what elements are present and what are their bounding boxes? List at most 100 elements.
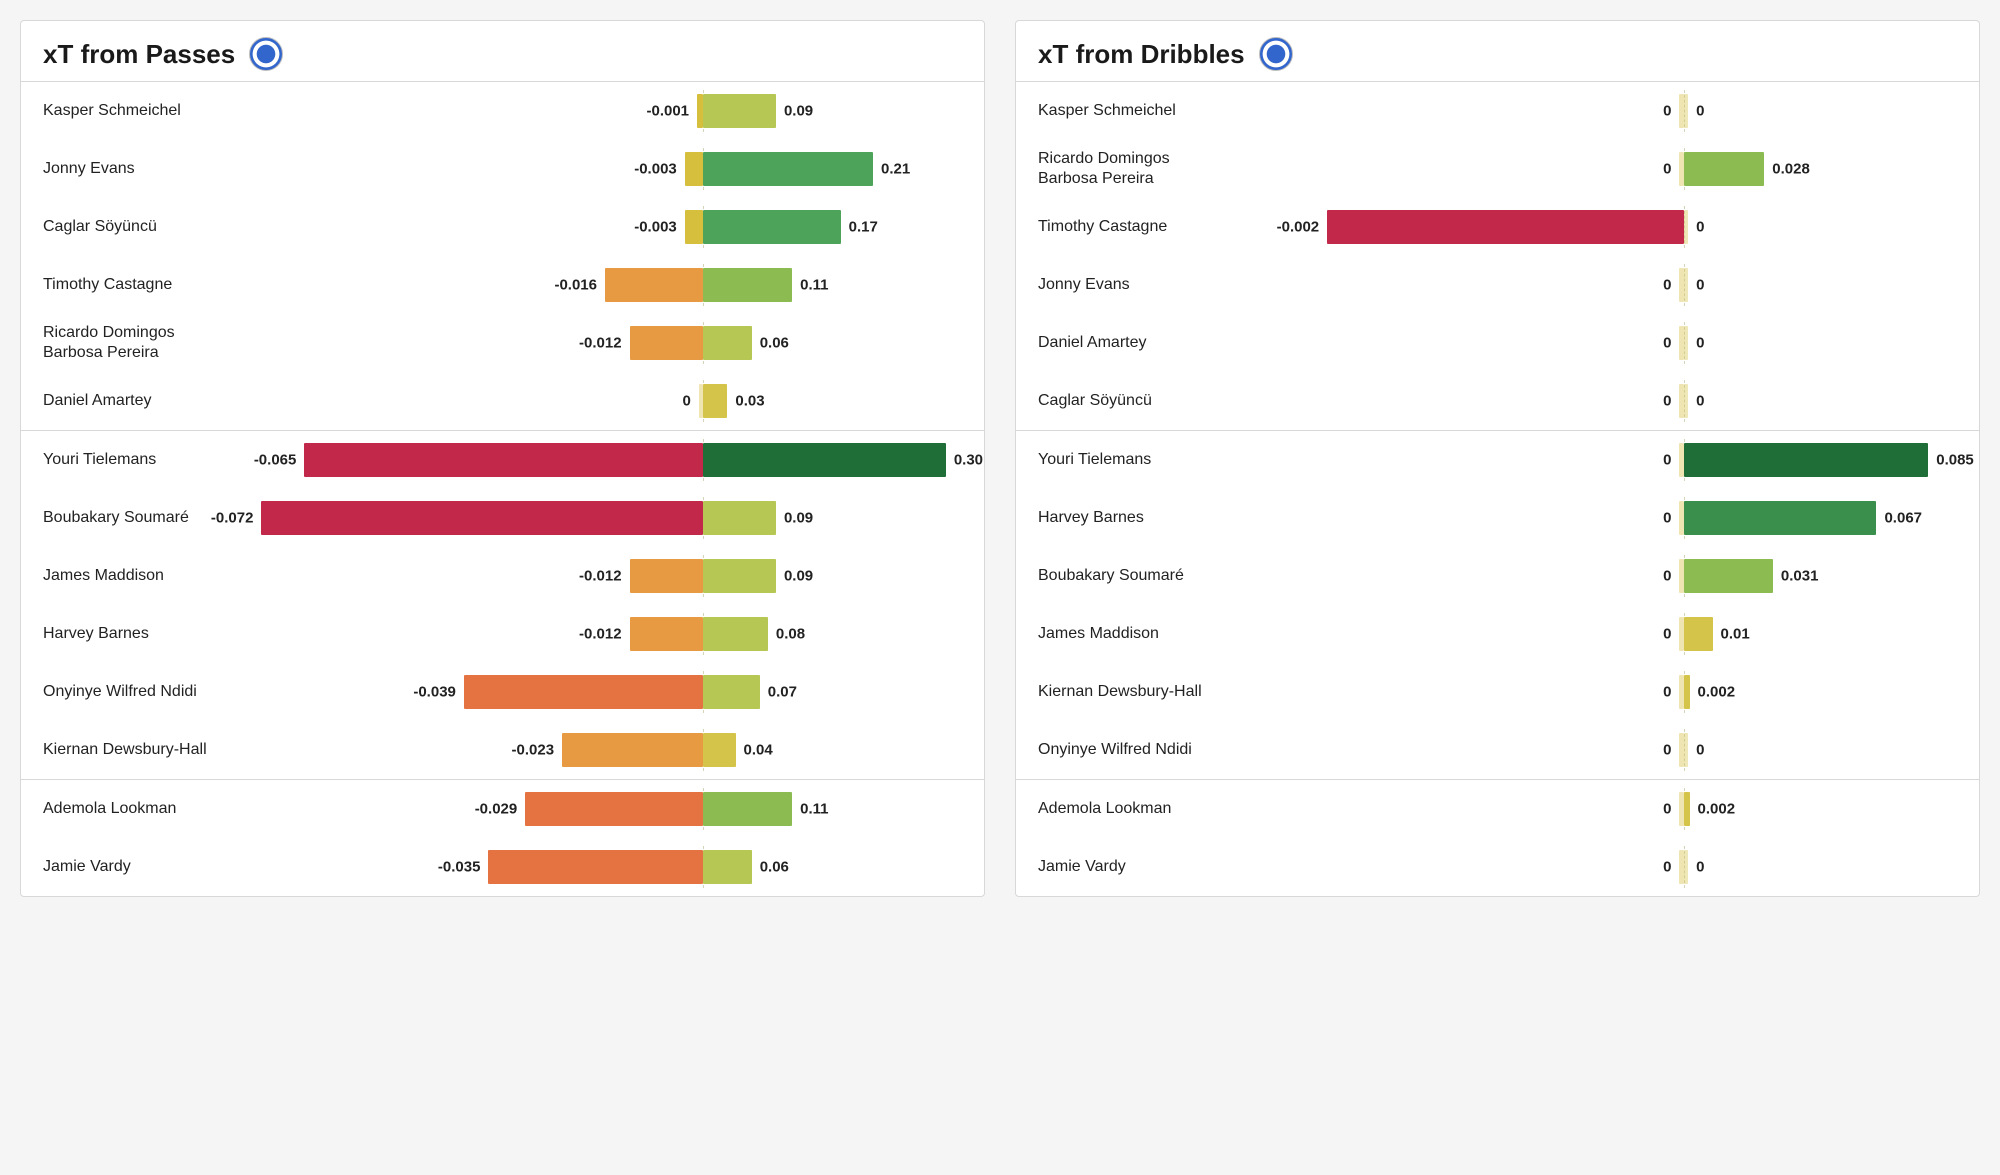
negative-bar [605,268,703,302]
negative-value-label: -0.012 [579,568,622,585]
bar-track: 0 0.002 [1238,788,1957,830]
bar-track: -0.0230.04 [243,729,962,771]
positive-value-label: 0 [1696,103,1704,120]
positive-bar [1684,326,1688,360]
player-name: Jonny Evans [1038,275,1238,295]
player-row: Jonny Evans00 [1016,256,1979,314]
positive-value-label: 0.04 [744,742,773,759]
negative-value-label: -0.016 [554,277,597,294]
bar-track: -0.012 0.06 [243,322,962,364]
positive-value-label: 0 [1696,277,1704,294]
positive-bar [703,501,776,535]
positive-value-label: 0.028 [1772,161,1810,178]
negative-bar [525,792,703,826]
player-group: Youri Tielemans-0.0650.30Boubakary Souma… [21,431,984,780]
bar-track: 00.067 [1238,497,1957,539]
negative-value-label: 0 [1663,742,1671,759]
positive-bar [1684,792,1690,826]
negative-value-label: 0 [1663,103,1671,120]
bar-track: 00 [1238,322,1957,364]
chart-panel: xT from DribblesKasper Schmeichel00Ricar… [1015,20,1980,897]
player-row: Boubakary Soumaré00.031 [1016,547,1979,605]
positive-value-label: 0 [1696,742,1704,759]
player-row: Ademola Lookman 0 0.002 [1016,780,1979,838]
positive-bar [1684,733,1688,767]
player-group: Ademola Lookman-0.0290.11Jamie Vardy-0.0… [21,780,984,896]
positive-value-label: 0.21 [881,161,910,178]
player-row: Jonny Evans-0.0030.21 [21,140,984,198]
negative-value-label: 0 [1663,393,1671,410]
player-row: Timothy Castagne-0.0020 [1016,198,1979,256]
positive-bar [1684,384,1688,418]
negative-value-label: 0 [1663,859,1671,876]
positive-bar [1684,559,1773,593]
negative-value-label: -0.001 [646,103,689,120]
positive-value-label: 0.03 [735,393,764,410]
positive-value-label: 0.09 [784,568,813,585]
bar-track: -0.0020 [1238,206,1957,248]
positive-value-label: 0.07 [768,684,797,701]
bar-track: -0.0290.11 [243,788,962,830]
positive-value-label: 0.09 [784,510,813,527]
negative-value-label: -0.029 [475,801,518,818]
bar-track: 00.028 [1238,148,1957,190]
player-row: Ricardo Domingos Barbosa Pereira00.028 [1016,140,1979,198]
positive-value-label: 0.002 [1698,801,1736,818]
positive-bar [703,210,841,244]
player-name: Onyinye Wilfred Ndidi [43,682,243,702]
panel-title: xT from Passes [43,39,235,70]
player-name: Ricardo Domingos Barbosa Pereira [43,323,243,363]
positive-bar [1684,268,1688,302]
negative-value-label: 0 [1663,568,1671,585]
player-row: Jamie Vardy-0.0350.06 [21,838,984,896]
positive-bar [1684,850,1688,884]
positive-value-label: 0 [1696,335,1704,352]
negative-value-label: -0.012 [579,335,622,352]
player-row: Boubakary Soumaré-0.0720.09 [21,489,984,547]
player-row: Harvey Barnes00.067 [1016,489,1979,547]
positive-value-label: 0.06 [760,335,789,352]
player-name: Boubakary Soumaré [1038,566,1238,586]
negative-value-label: 0 [1663,452,1671,469]
negative-bar [630,617,704,651]
positive-value-label: 0.08 [776,626,805,643]
negative-value-label: -0.072 [211,510,254,527]
player-name: Kasper Schmeichel [1038,101,1238,121]
positive-value-label: 0.11 [800,277,828,294]
negative-value-label: 0 [1663,801,1671,818]
player-name: Daniel Amartey [43,391,243,411]
positive-bar [703,559,776,593]
positive-value-label: 0.002 [1698,684,1736,701]
positive-value-label: 0.30 [954,452,983,469]
negative-bar [685,210,703,244]
positive-value-label: 0.085 [1936,452,1974,469]
panel-header: xT from Passes [21,21,984,82]
player-name: Ademola Lookman [1038,799,1238,819]
bar-track: -0.0030.21 [243,148,962,190]
negative-value-label: -0.012 [579,626,622,643]
positive-bar [703,733,735,767]
bar-track: -0.0350.06 [243,846,962,888]
chart-panel: xT from PassesKasper Schmeichel-0.0010.0… [20,20,985,897]
player-row: James Maddison-0.0120.09 [21,547,984,605]
player-row: Youri Tielemans00.085 [1016,431,1979,489]
player-row: Onyinye Wilfred Ndidi00 [1016,721,1979,779]
bar-track: 00.01 [1238,613,1957,655]
player-name: Caglar Söyüncü [1038,391,1238,411]
negative-bar [685,152,703,186]
player-name: Jamie Vardy [1038,857,1238,877]
positive-bar [703,792,792,826]
player-row: Caglar Söyüncü00 [1016,372,1979,430]
player-row: Harvey Barnes-0.0120.08 [21,605,984,663]
player-group: Ademola Lookman 0 0.002 Jamie Vardy 0 0 [1016,780,1979,896]
player-name: Ricardo Domingos Barbosa Pereira [1038,149,1238,189]
negative-bar [261,501,703,535]
positive-value-label: 0 [1696,859,1704,876]
player-name: Timothy Castagne [43,275,243,295]
bar-track: 00.031 [1238,555,1957,597]
bar-track: 00 [1238,380,1957,422]
negative-value-label: -0.035 [438,859,481,876]
positive-bar [1684,210,1688,244]
positive-bar [1684,94,1688,128]
negative-value-label: -0.003 [634,219,677,236]
